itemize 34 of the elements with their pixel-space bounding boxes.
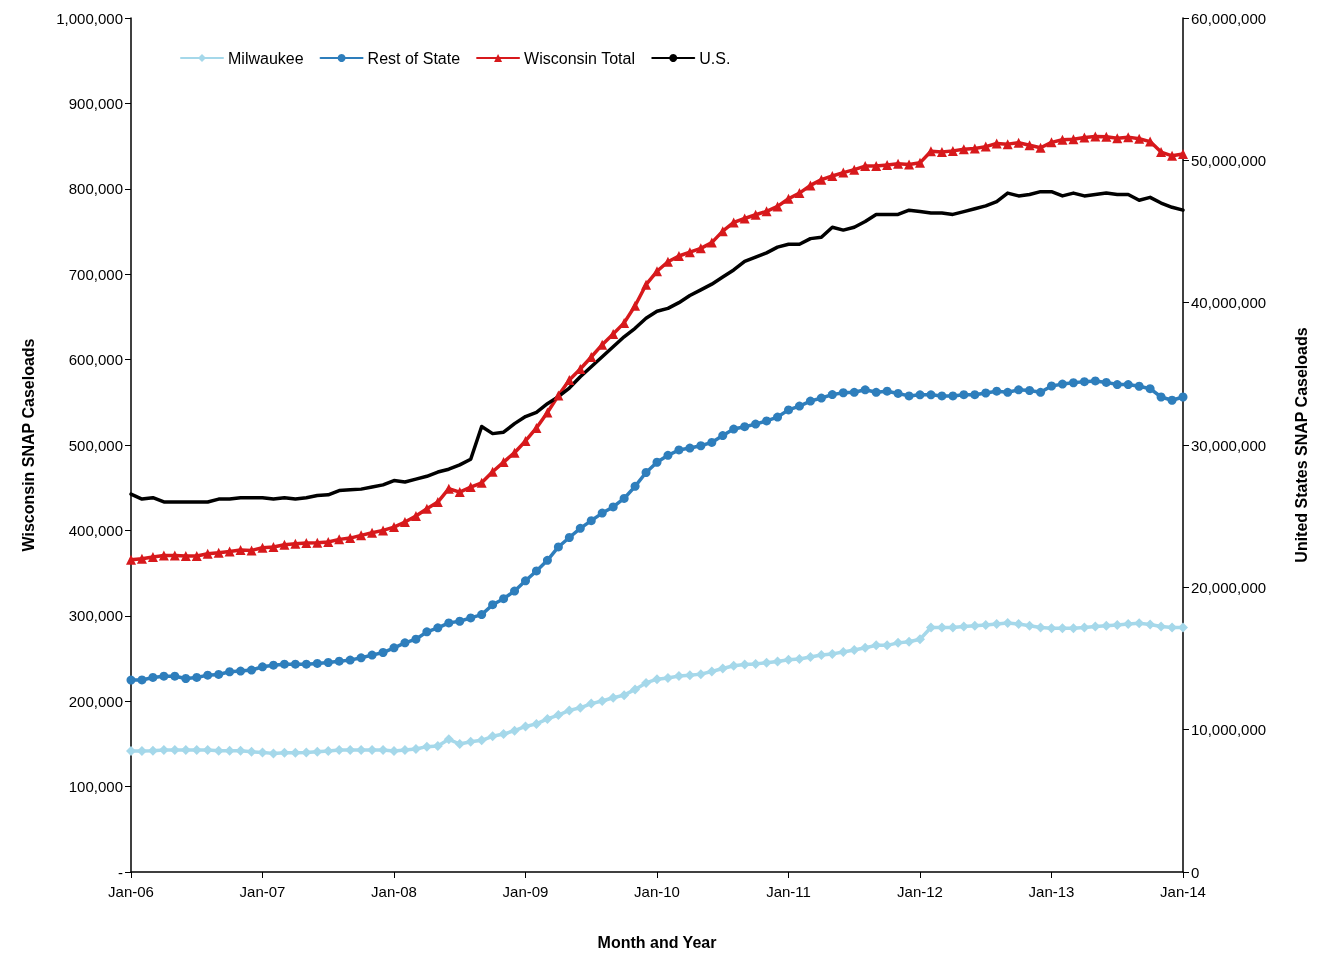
y-tick-label: 400,000 — [68, 521, 123, 539]
y-tick-label: 300,000 — [68, 607, 123, 625]
legend-label: Milwaukee — [228, 49, 304, 67]
y-tick-label: - — [118, 863, 123, 881]
legend-label: Wisconsin Total — [524, 49, 635, 67]
y-tick-label: 800,000 — [68, 180, 123, 198]
x-axis-title: Month and Year — [597, 933, 717, 951]
y-axis-title: Wisconsin SNAP Caseloads — [19, 338, 37, 552]
x-tick-label: Jan-06 — [108, 883, 154, 900]
x-tick-label: Jan-11 — [766, 883, 811, 900]
legend-label: Rest of State — [367, 49, 461, 67]
x-tick-label: Jan-10 — [634, 883, 680, 900]
y2-tick-label: 40,000,000 — [1191, 294, 1267, 312]
x-tick-label: Jan-13 — [1028, 883, 1075, 900]
x-tick-label: Jan-12 — [897, 883, 943, 900]
y-tick-label: 900,000 — [68, 94, 123, 112]
x-tick-label: Jan-14 — [1160, 883, 1206, 900]
y2-tick-label: 10,000,000 — [1191, 721, 1267, 739]
y-tick-label: 700,000 — [68, 265, 123, 283]
y-tick-label: 500,000 — [68, 436, 123, 454]
y2-tick-label: 60,000,000 — [1191, 9, 1267, 27]
y-tick-label: 1,000,000 — [56, 9, 123, 27]
x-tick-label: Jan-08 — [371, 883, 417, 900]
legend-label: U.S. — [699, 49, 731, 67]
y-tick-label: 600,000 — [68, 351, 123, 369]
y2-tick-label: 50,000,000 — [1191, 151, 1267, 169]
y2-tick-label: 20,000,000 — [1191, 578, 1267, 596]
x-tick-label: Jan-09 — [502, 883, 549, 900]
y-tick-label: 100,000 — [68, 778, 123, 796]
x-tick-label: Jan-07 — [239, 883, 286, 900]
y2-axis-title: United States SNAP Caseloads — [1292, 327, 1310, 563]
y2-tick-label: 0 — [1191, 863, 1200, 881]
y-tick-label: 200,000 — [68, 692, 123, 710]
y2-tick-label: 30,000,000 — [1191, 436, 1267, 454]
